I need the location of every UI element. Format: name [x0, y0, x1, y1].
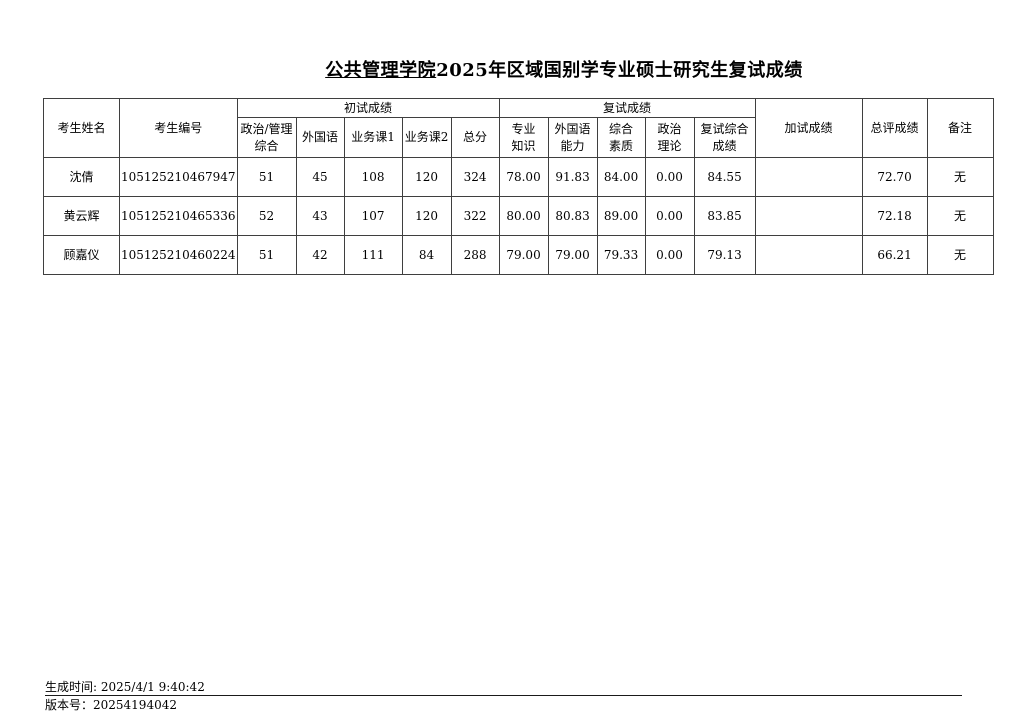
cell-quality-score: 84.00 — [596, 157, 646, 197]
cell-knowledge-score: 80.00 — [498, 196, 549, 236]
cell-retest-composite: 83.85 — [693, 196, 756, 236]
col-header-foreign-language: 外国语 — [295, 117, 345, 158]
cell-theory-score: 0.00 — [644, 196, 695, 236]
col-header-overall-score: 总评成绩 — [861, 98, 928, 158]
cell-retest-composite: 79.13 — [693, 235, 756, 275]
cell-candidate-id: 105125210465336 — [119, 196, 238, 236]
col-header-professional-knowledge: 专业 知识 — [498, 117, 549, 158]
generation-time: 生成时间: 2025/4/1 9:40:42 — [45, 680, 962, 697]
cell-course1-score: 108 — [343, 157, 403, 197]
cell-course2-score: 84 — [401, 235, 452, 275]
cell-overall-score: 72.70 — [861, 157, 928, 197]
cell-knowledge-score: 79.00 — [498, 235, 549, 275]
cell-additional-score — [754, 235, 863, 275]
cell-foreign-score: 45 — [295, 157, 345, 197]
col-header-remarks: 备注 — [926, 98, 994, 158]
cell-candidate-name: 顾嘉仪 — [43, 235, 120, 275]
cell-foreign-ability-score: 91.83 — [547, 157, 598, 197]
page-title: 公共管理学院2025年区域国别学专业硕士研究生复试成绩 — [0, 56, 1024, 82]
cell-course2-score: 120 — [401, 157, 452, 197]
version-number: 版本号：20254194042 — [45, 698, 177, 713]
page-footer: 生成时间: 2025/4/1 9:40:42 版本号：20254194042 — [45, 680, 962, 713]
cell-knowledge-score: 78.00 — [498, 157, 549, 197]
table-row: 顾嘉仪 105125210460224 51 42 111 84 288 79.… — [43, 235, 994, 275]
cell-candidate-name: 黄云辉 — [43, 196, 120, 236]
cell-politics-score: 51 — [236, 157, 297, 197]
col-header-comprehensive-quality: 综合 素质 — [596, 117, 646, 158]
cell-remarks: 无 — [926, 196, 994, 236]
cell-initial-total: 322 — [450, 196, 500, 236]
cell-foreign-ability-score: 80.83 — [547, 196, 598, 236]
cell-politics-score: 51 — [236, 235, 297, 275]
cell-quality-score: 89.00 — [596, 196, 646, 236]
cell-foreign-score: 43 — [295, 196, 345, 236]
table-row: 沈倩 105125210467947 51 45 108 120 324 78.… — [43, 157, 994, 197]
cell-candidate-id: 105125210467947 — [119, 157, 238, 197]
cell-foreign-score: 42 — [295, 235, 345, 275]
cell-initial-total: 324 — [450, 157, 500, 197]
group-header-retest: 复试成绩 — [498, 98, 756, 118]
cell-course2-score: 120 — [401, 196, 452, 236]
page-title-rest: 2025年区域国别学专业硕士研究生复试成绩 — [436, 60, 803, 81]
table-row: 黄云辉 105125210465336 52 43 107 120 322 80… — [43, 196, 994, 236]
cell-remarks: 无 — [926, 235, 994, 275]
score-table: 考生姓名 考生编号 初试成绩 复试成绩 加试成绩 总评成绩 备注 政治/管理 综… — [43, 98, 994, 275]
cell-overall-score: 66.21 — [861, 235, 928, 275]
cell-overall-score: 72.18 — [861, 196, 928, 236]
cell-quality-score: 79.33 — [596, 235, 646, 275]
cell-course1-score: 107 — [343, 196, 403, 236]
cell-course1-score: 111 — [343, 235, 403, 275]
col-header-course1: 业务课1 — [343, 117, 403, 158]
col-header-course2: 业务课2 — [401, 117, 452, 158]
col-header-political-theory: 政治 理论 — [644, 117, 695, 158]
col-header-initial-total: 总分 — [450, 117, 500, 158]
cell-additional-score — [754, 157, 863, 197]
col-header-politics-management: 政治/管理 综合 — [236, 117, 297, 158]
cell-remarks: 无 — [926, 157, 994, 197]
cell-foreign-ability-score: 79.00 — [547, 235, 598, 275]
col-header-candidate-id: 考生编号 — [119, 98, 238, 158]
cell-retest-composite: 84.55 — [693, 157, 756, 197]
cell-politics-score: 52 — [236, 196, 297, 236]
cell-theory-score: 0.00 — [644, 235, 695, 275]
page-title-school: 公共管理学院 — [325, 60, 437, 81]
cell-additional-score — [754, 196, 863, 236]
cell-initial-total: 288 — [450, 235, 500, 275]
cell-candidate-name: 沈倩 — [43, 157, 120, 197]
col-header-candidate-name: 考生姓名 — [43, 98, 120, 158]
col-header-foreign-ability: 外国语 能力 — [547, 117, 598, 158]
col-header-additional-score: 加试成绩 — [754, 98, 863, 158]
cell-candidate-id: 105125210460224 — [119, 235, 238, 275]
cell-theory-score: 0.00 — [644, 157, 695, 197]
col-header-retest-composite: 复试综合 成绩 — [693, 117, 756, 158]
group-header-initial-exam: 初试成绩 — [236, 98, 500, 118]
